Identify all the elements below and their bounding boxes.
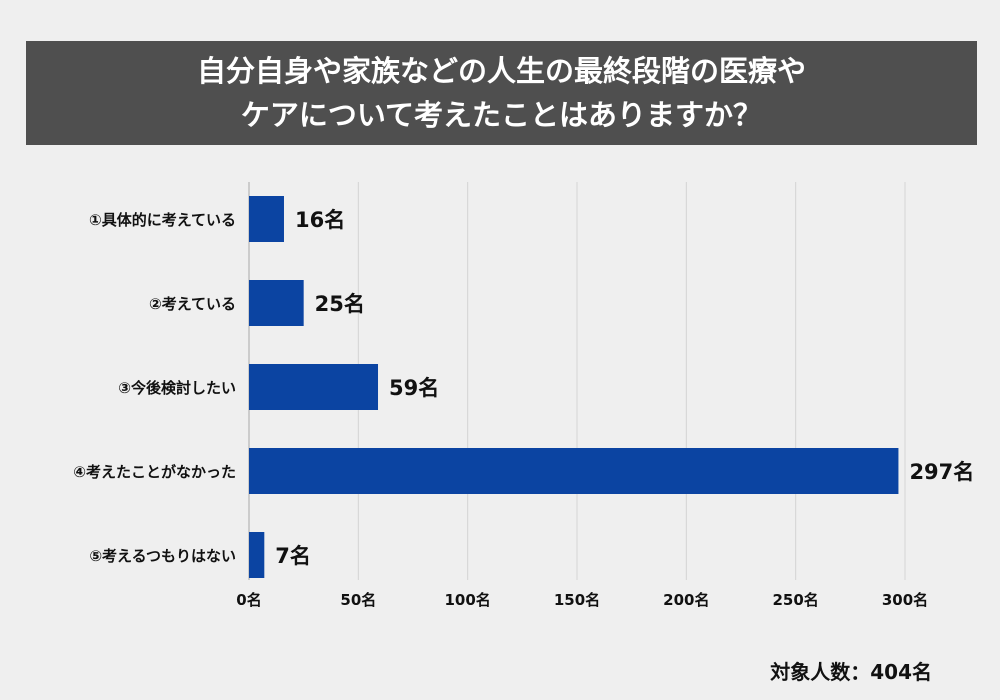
category-label: ②考えている <box>149 295 236 313</box>
data-label: 59名 <box>389 376 439 400</box>
title-line-1: 自分自身や家族などの人生の最終段階の医療や <box>196 54 806 88</box>
data-label: 7名 <box>275 544 311 568</box>
bar <box>249 364 379 410</box>
x-tick-label: 0名 <box>236 591 261 609</box>
bar <box>249 196 284 242</box>
title-line-2: ケアについて考えたことはありますか？ <box>240 98 763 132</box>
category-label: ⑤考えるつもりはない <box>89 547 236 565</box>
respondent-count: 対象人数：404名 <box>770 660 932 684</box>
x-tick-label: 100名 <box>445 591 491 609</box>
data-label: 25名 <box>315 292 365 316</box>
data-label: 297名 <box>909 460 974 484</box>
bar <box>249 280 304 326</box>
x-tick-label: 50名 <box>340 591 376 609</box>
x-tick-label: 250名 <box>773 591 819 609</box>
x-tick-label: 200名 <box>663 591 709 609</box>
category-label: ③今後検討したい <box>118 379 236 397</box>
category-label: ①具体的に考えている <box>89 211 236 229</box>
title-banner: 自分自身や家族などの人生の最終段階の医療や ケアについて考えたことはありますか？ <box>26 41 977 145</box>
category-label: ④考えたことがなかった <box>73 463 236 481</box>
bar <box>249 448 899 494</box>
data-label: 16名 <box>295 208 345 232</box>
bar <box>249 532 265 578</box>
x-tick-label: 150名 <box>554 591 600 609</box>
x-tick-label: 300名 <box>882 591 928 609</box>
